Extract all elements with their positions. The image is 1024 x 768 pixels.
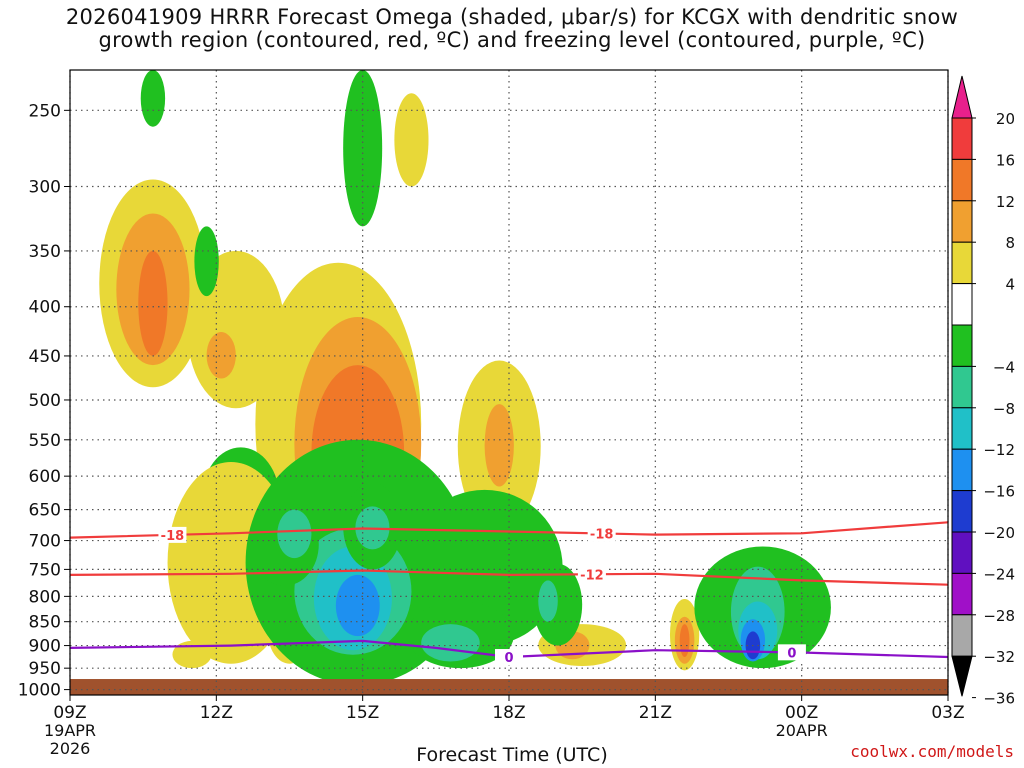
credit-text: coolwx.com/models bbox=[850, 742, 1014, 761]
colorbar-label: −28 bbox=[983, 607, 1015, 625]
omega-region bbox=[421, 624, 480, 662]
colorbar-swatch bbox=[951, 407, 973, 450]
colorbar-swatch bbox=[951, 531, 973, 574]
contour-label-bg bbox=[587, 525, 616, 542]
chart-title-line-1: 2026041909 HRRR Forecast Omega (shaded, … bbox=[65, 5, 959, 29]
y-tick-label: 450 bbox=[29, 347, 61, 367]
contour-label: -12 bbox=[580, 568, 604, 583]
y-tick-label: 750 bbox=[29, 560, 61, 580]
y-tick-label: 550 bbox=[29, 431, 61, 451]
y-tick-label: 250 bbox=[29, 101, 61, 121]
x-tick-label: 12Z bbox=[200, 703, 233, 723]
x-tick-date: 20APR bbox=[776, 721, 828, 740]
colorbar-label: 8 bbox=[1005, 234, 1015, 252]
x-tick-year: 2026 bbox=[50, 739, 91, 758]
omega-region bbox=[580, 32, 614, 66]
colorbar-swatch bbox=[951, 117, 973, 160]
colorbar-label: −32 bbox=[983, 648, 1015, 666]
colorbar-label: −24 bbox=[983, 565, 1015, 583]
contour-label: -18 bbox=[590, 527, 614, 542]
colorbar-label: 16 bbox=[996, 151, 1015, 169]
y-tick-label: 900 bbox=[29, 637, 61, 657]
colorbar-label: −36 bbox=[983, 690, 1015, 708]
contour-label: 0 bbox=[504, 651, 513, 666]
x-tick-label: 18Z bbox=[492, 703, 525, 723]
y-tick-label: 300 bbox=[29, 178, 61, 198]
contour-line bbox=[70, 639, 948, 659]
colorbar-label: −16 bbox=[983, 483, 1015, 501]
colorbar-swatch bbox=[951, 490, 973, 533]
y-tick-label: 350 bbox=[29, 242, 61, 262]
x-axis-label: Forecast Time (UTC) bbox=[416, 744, 608, 766]
y-tick-label: 1000 bbox=[18, 681, 61, 701]
colorbar-label: 12 bbox=[996, 193, 1015, 211]
colorbar-label: −8 bbox=[993, 400, 1015, 418]
omega-region bbox=[194, 226, 219, 297]
colorbar-swatch bbox=[951, 448, 973, 492]
colorbar-swatch bbox=[951, 200, 973, 243]
omega-region bbox=[394, 93, 429, 187]
colorbar-top-arrow bbox=[951, 75, 973, 119]
y-tick-label: 400 bbox=[29, 298, 61, 318]
colorbar-swatch bbox=[951, 241, 973, 285]
y-tick-label: 500 bbox=[29, 391, 61, 411]
omega-region bbox=[538, 580, 558, 622]
contour-label-bg bbox=[158, 526, 187, 543]
x-tick-label: 15Z bbox=[346, 703, 379, 723]
omega-region bbox=[679, 624, 690, 658]
colorbar-swatch bbox=[951, 283, 973, 326]
contour-label-bg bbox=[495, 649, 523, 666]
colorbar-label: 4 bbox=[1005, 276, 1015, 294]
omega-shading bbox=[99, 32, 831, 686]
chart-title: 2026041909 HRRR Forecast Omega (shaded, … bbox=[0, 6, 1024, 52]
omega-region bbox=[206, 332, 236, 379]
omega-region bbox=[172, 640, 212, 669]
omega-region bbox=[138, 250, 168, 356]
x-tick-label: 09Z bbox=[53, 703, 86, 723]
omega-region bbox=[140, 70, 166, 127]
colorbar-swatch bbox=[951, 572, 973, 616]
colorbar-label: −20 bbox=[983, 524, 1015, 542]
colorbar-label: 20 bbox=[996, 110, 1015, 128]
colorbar-swatch bbox=[951, 324, 973, 367]
contour-line bbox=[70, 521, 948, 539]
contour-label-bg bbox=[577, 566, 606, 583]
y-tick-label: 800 bbox=[29, 587, 61, 607]
contour-label: -18 bbox=[161, 529, 185, 544]
colorbar-bottom-arrow bbox=[951, 655, 973, 697]
contour-line bbox=[70, 569, 948, 586]
chart-title-line-2: growth region (contoured, red, ºC) and f… bbox=[98, 28, 926, 52]
omega-region bbox=[484, 404, 514, 487]
x-tick-label: 03Z bbox=[931, 703, 964, 723]
y-tick-label: 650 bbox=[29, 501, 61, 521]
isotherm-contours: -18 -18 -12 0 0 bbox=[70, 521, 948, 666]
omega-region bbox=[335, 574, 380, 637]
colorbar-label: −4 bbox=[993, 358, 1015, 376]
contour-label: 0 bbox=[787, 646, 796, 661]
contour-label-bg bbox=[777, 644, 806, 661]
y-tick-label: 850 bbox=[29, 613, 61, 633]
y-tick-label: 600 bbox=[29, 467, 61, 487]
colorbar-swatch bbox=[951, 158, 973, 202]
colorbar-label: −12 bbox=[983, 441, 1015, 459]
x-tick-date: 19APR bbox=[44, 721, 96, 740]
colorbar-swatch bbox=[951, 365, 973, 409]
omega-region bbox=[277, 509, 312, 559]
colorbar-swatch bbox=[951, 614, 973, 657]
y-axis: 250 300 350 400 450 500 550 600 650 700 750 800 850 9… bbox=[18, 101, 70, 701]
colorbar: 20 16 12 8 4 −4 −8 −12 −16 −20 −24 −28 −32 −36 bbox=[951, 75, 1015, 708]
x-tick-label: 00Z bbox=[785, 703, 818, 723]
x-tick-label: 21Z bbox=[639, 703, 672, 723]
y-tick-label: 950 bbox=[29, 659, 61, 679]
y-tick-label: 700 bbox=[29, 532, 61, 552]
